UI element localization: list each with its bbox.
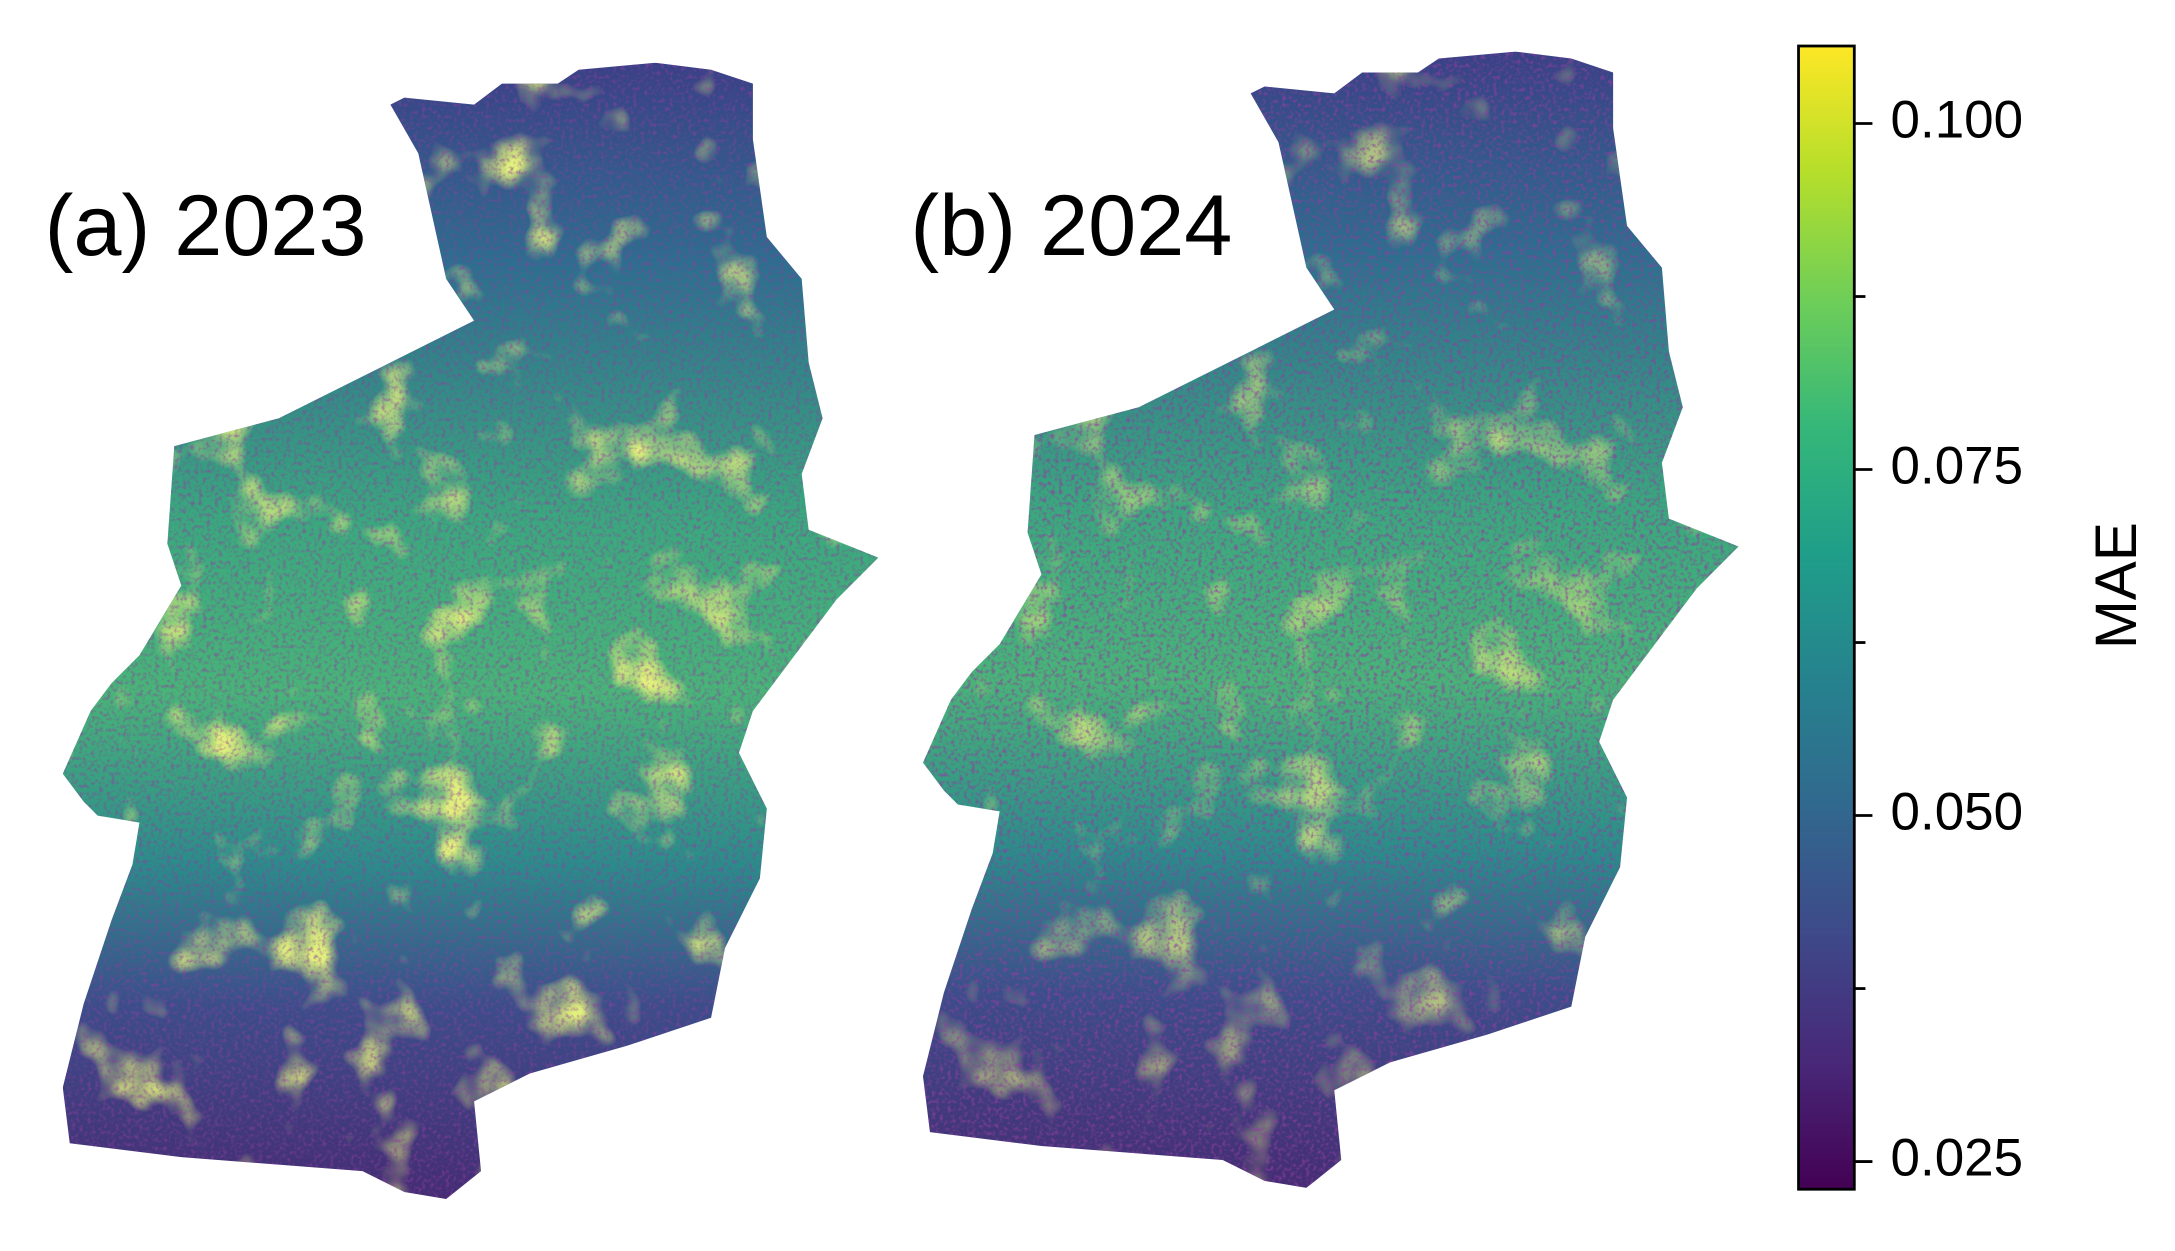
colorbar: [1797, 44, 1856, 1191]
panel-label: (a) 2023: [45, 178, 367, 274]
map-panel: (a) 2023: [45, 62, 879, 1199]
map-panel: (b) 2024: [910, 51, 1739, 1188]
colorbar-label: MAE: [2084, 522, 2149, 649]
tick-label: 0.100: [1891, 91, 2024, 150]
tick-label: 0.050: [1891, 783, 2024, 842]
tick-label: 0.075: [1891, 437, 2024, 496]
panel-label: (b) 2024: [910, 178, 1232, 274]
tick-label: 0.025: [1891, 1129, 2024, 1188]
